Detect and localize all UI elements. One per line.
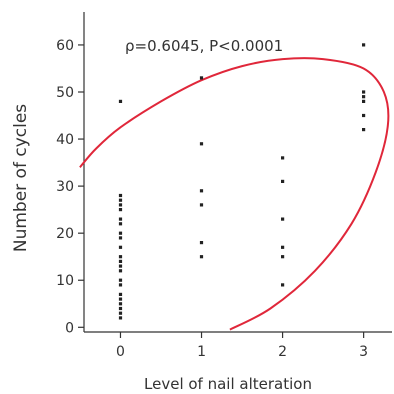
data-point [199,203,204,207]
data-point [118,193,123,198]
data-point [362,90,366,94]
data-point [118,297,123,301]
data-point [362,43,366,47]
data-point [118,99,123,103]
data-point [118,245,123,249]
data-point [118,217,123,221]
data-point [199,241,204,245]
data-point [281,255,285,259]
y-axis-label: Number of cycles [11,104,31,252]
data-point [118,269,123,273]
x-tick-label: 3 [359,344,368,360]
data-point [118,264,123,268]
x-tick-label: 0 [116,344,125,360]
data-point [118,259,123,263]
data-point [199,189,204,193]
data-point [118,236,123,240]
data-point [118,292,123,296]
data-point [118,255,123,259]
x-axis-label: Level of nail alteration [144,375,312,393]
data-point [281,179,285,183]
data-point [362,113,366,118]
data-point [281,156,285,160]
y-tick-label: 60 [56,38,74,54]
data-point [118,198,123,202]
data-point [281,283,285,287]
data-point [118,208,123,212]
data-point [199,142,204,146]
y-tick-label: 0 [65,320,74,336]
y-tick-label: 10 [56,273,74,289]
data-point [118,311,123,315]
y-tick-label: 30 [56,179,74,195]
data-point [118,203,123,207]
data-point [118,278,123,282]
data-point [199,255,204,259]
y-tick-label: 20 [56,226,74,242]
x-tick-label: 2 [278,344,287,360]
x-tick-label: 1 [197,344,206,360]
ellipse-layer [79,57,390,331]
points-layer [118,43,366,320]
data-point [118,231,123,235]
axes: 0 10 20 30 40 50 60 0 1 2 3 [56,12,392,360]
data-point [118,222,123,226]
data-point [118,316,123,320]
data-point [362,99,366,103]
correlation-annotation: ρ=0.6045, P<0.0001 [125,37,283,55]
data-point [281,245,285,249]
data-point [362,95,366,99]
data-point [118,306,123,311]
data-point [118,283,123,287]
data-point [281,217,285,221]
data-point [118,302,123,306]
y-tick-label: 50 [56,85,74,101]
confidence-ellipse [79,57,390,331]
y-tick-label: 40 [56,132,74,148]
data-point [362,128,366,132]
data-point [199,76,204,80]
